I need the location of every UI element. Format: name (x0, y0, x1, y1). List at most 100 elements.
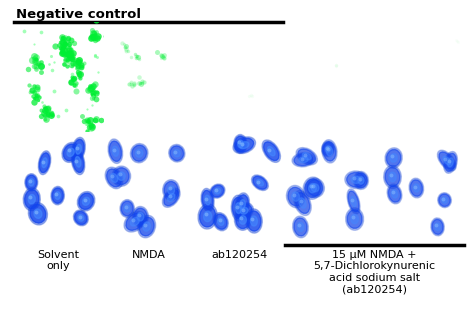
Point (120, 41, 128, 46)
Ellipse shape (236, 211, 250, 228)
Ellipse shape (112, 146, 118, 156)
Ellipse shape (236, 193, 250, 216)
Point (453, 39, 461, 44)
Point (126, 82, 133, 87)
Ellipse shape (302, 153, 311, 160)
Point (48, 112, 55, 117)
Ellipse shape (132, 145, 146, 161)
Point (71, 40, 78, 46)
Ellipse shape (136, 149, 143, 157)
Point (60, 47, 68, 52)
Point (89, 90, 97, 95)
Point (140, 80, 148, 85)
Text: 15 μM NMDA +
5,7-Dichlorokynurenic
acid sodium salt
(ab120254): 15 μM NMDA + 5,7-Dichlorokynurenic acid … (314, 250, 436, 295)
Point (90, 30, 98, 35)
Point (72, 89, 79, 94)
Point (44, 105, 51, 111)
Point (24, 67, 31, 72)
Point (41, 113, 49, 118)
Point (88, 96, 96, 101)
Point (26, 89, 33, 94)
Point (65, 47, 73, 52)
Ellipse shape (355, 173, 367, 188)
Point (68, 63, 76, 69)
Ellipse shape (439, 152, 455, 169)
Ellipse shape (25, 174, 38, 191)
Point (35, 94, 43, 99)
Point (57, 40, 64, 45)
Ellipse shape (201, 188, 214, 211)
Ellipse shape (347, 172, 365, 187)
Point (33, 93, 41, 99)
Ellipse shape (387, 184, 402, 204)
Point (90, 93, 98, 99)
Point (87, 36, 94, 41)
Point (333, 63, 340, 69)
Point (350, 175, 358, 181)
Point (58, 34, 66, 40)
Ellipse shape (24, 190, 39, 209)
Ellipse shape (299, 157, 308, 163)
Ellipse shape (346, 208, 364, 230)
Point (68, 53, 76, 59)
Ellipse shape (134, 208, 147, 225)
Ellipse shape (105, 167, 123, 189)
Point (50, 89, 57, 94)
Point (30, 96, 37, 101)
Point (20, 29, 28, 34)
Point (89, 35, 97, 40)
Ellipse shape (307, 180, 323, 196)
Point (87, 86, 94, 91)
Point (356, 176, 364, 181)
Point (131, 52, 138, 57)
Ellipse shape (164, 181, 178, 199)
Text: 0 μM: 0 μM (81, 116, 101, 125)
Point (91, 117, 98, 123)
Point (90, 34, 98, 39)
Ellipse shape (345, 171, 367, 188)
Point (85, 118, 92, 124)
Point (65, 41, 73, 47)
Point (58, 44, 65, 50)
Point (68, 57, 75, 62)
Point (88, 124, 96, 130)
Point (61, 40, 68, 46)
Point (110, 147, 117, 153)
Point (57, 45, 64, 50)
Point (297, 199, 304, 204)
Ellipse shape (410, 180, 422, 196)
Point (127, 54, 134, 59)
Ellipse shape (124, 205, 130, 212)
Point (29, 57, 36, 63)
Point (91, 31, 98, 36)
Ellipse shape (170, 146, 184, 161)
Point (38, 114, 45, 119)
Point (68, 56, 75, 61)
Point (172, 149, 179, 155)
Ellipse shape (38, 151, 51, 174)
Point (70, 83, 77, 88)
Ellipse shape (231, 195, 245, 221)
Point (73, 145, 81, 151)
Ellipse shape (28, 194, 35, 204)
Point (53, 191, 60, 197)
Ellipse shape (77, 191, 95, 211)
Point (32, 93, 39, 98)
Point (74, 63, 81, 69)
Ellipse shape (168, 186, 175, 194)
Ellipse shape (28, 202, 48, 225)
Ellipse shape (236, 195, 248, 214)
Point (89, 102, 96, 107)
Point (238, 215, 245, 221)
Ellipse shape (292, 216, 309, 238)
Point (309, 183, 317, 189)
Ellipse shape (264, 142, 279, 161)
Point (67, 52, 74, 58)
Point (133, 54, 140, 59)
Point (31, 41, 38, 46)
Point (135, 212, 143, 218)
Ellipse shape (74, 211, 87, 224)
Ellipse shape (351, 196, 356, 206)
Ellipse shape (109, 141, 122, 162)
Point (41, 108, 49, 113)
